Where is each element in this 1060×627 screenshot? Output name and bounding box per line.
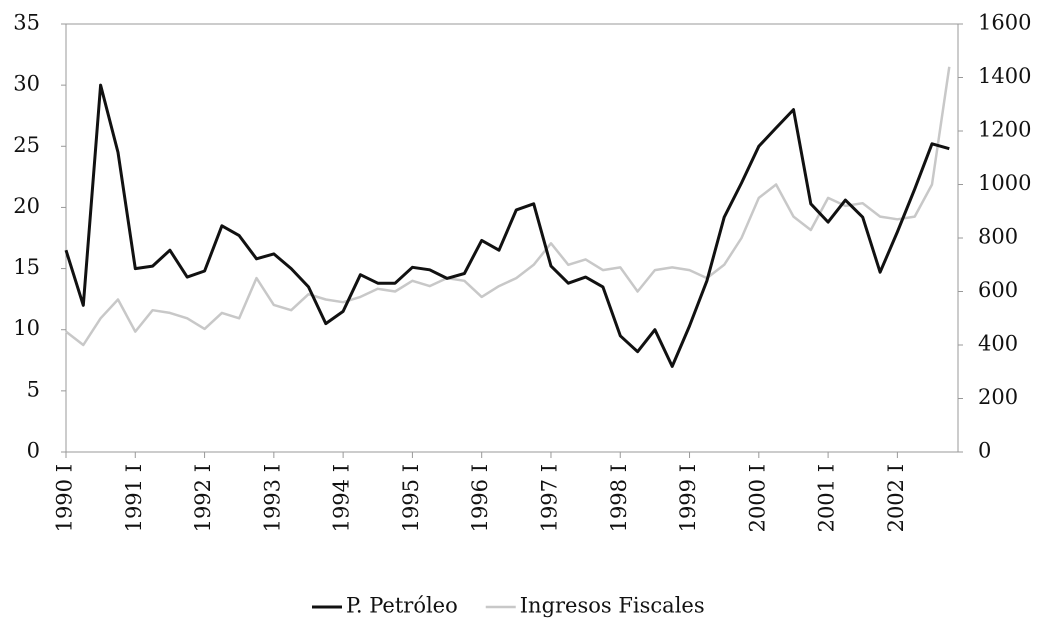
y2-tick-label: 400 bbox=[978, 332, 1018, 356]
x-tick-label: 1994 I bbox=[330, 464, 354, 532]
x-tick-label: 1995 I bbox=[399, 464, 423, 532]
x-tick-label: 1996 I bbox=[468, 464, 492, 532]
x-tick-label: 1991 I bbox=[122, 464, 146, 532]
x-tick-label: 1999 I bbox=[676, 464, 700, 532]
y2-tick-label: 1400 bbox=[978, 64, 1031, 88]
y-tick-label: 20 bbox=[13, 194, 40, 218]
y2-tick-label: 800 bbox=[978, 225, 1018, 249]
x-tick-label: 2000 I bbox=[745, 464, 769, 532]
y2-tick-label: 0 bbox=[978, 439, 991, 463]
plot-frame bbox=[65, 23, 959, 453]
y2-tick-label: 600 bbox=[978, 278, 1018, 302]
y2-tick-label: 200 bbox=[978, 385, 1018, 409]
y-tick-label: 0 bbox=[27, 439, 40, 463]
y-tick-label: 30 bbox=[13, 72, 40, 96]
legend-label: P. Petróleo bbox=[346, 594, 458, 618]
series-line bbox=[64, 83, 950, 368]
x-tick-label: 1992 I bbox=[191, 464, 215, 532]
x-tick-label: 2002 I bbox=[884, 464, 908, 532]
legend-label: Ingresos Fiscales bbox=[520, 594, 705, 618]
series-line bbox=[65, 66, 951, 347]
x-tick-label: 1997 I bbox=[537, 464, 561, 532]
x-tick-label: 1990 I bbox=[53, 464, 77, 532]
y2-tick-label: 1000 bbox=[978, 171, 1031, 195]
x-tick-label: 1998 I bbox=[607, 464, 631, 532]
y-tick-label: 15 bbox=[13, 255, 40, 279]
y-tick-label: 25 bbox=[13, 133, 40, 157]
y-tick-label: 5 bbox=[27, 377, 40, 401]
x-tick-label: 2001 I bbox=[815, 464, 839, 532]
y2-tick-label: 1600 bbox=[978, 11, 1031, 35]
y-tick-label: 10 bbox=[13, 316, 40, 340]
y2-tick-label: 1200 bbox=[978, 118, 1031, 142]
y-tick-label: 35 bbox=[13, 11, 40, 35]
x-tick-label: 1993 I bbox=[260, 464, 284, 532]
